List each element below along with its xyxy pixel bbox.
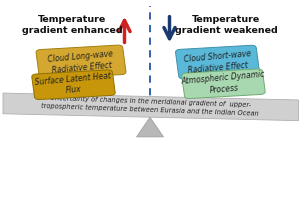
- FancyBboxPatch shape: [32, 70, 115, 99]
- Text: Cloud Short-wave
Radiative Effect: Cloud Short-wave Radiative Effect: [183, 49, 252, 75]
- Text: Cloud Long-wave
Radiative Effect: Cloud Long-wave Radiative Effect: [47, 49, 115, 75]
- Text: Uncertainty of changes in the meridional gradient of  upper-
tropospheric temper: Uncertainty of changes in the meridional…: [41, 95, 259, 117]
- FancyBboxPatch shape: [182, 69, 265, 98]
- Text: Temperature
gradient enhanced: Temperature gradient enhanced: [22, 15, 122, 35]
- Text: Temperature
gradient weakened: Temperature gradient weakened: [175, 15, 278, 35]
- Polygon shape: [3, 93, 298, 121]
- FancyBboxPatch shape: [36, 45, 126, 79]
- Text: Atmospheric Dynamic
Process: Atmospheric Dynamic Process: [181, 70, 266, 97]
- Text: Surface Latent Heat
Flux: Surface Latent Heat Flux: [34, 71, 112, 98]
- Polygon shape: [136, 117, 164, 137]
- FancyBboxPatch shape: [176, 45, 260, 79]
